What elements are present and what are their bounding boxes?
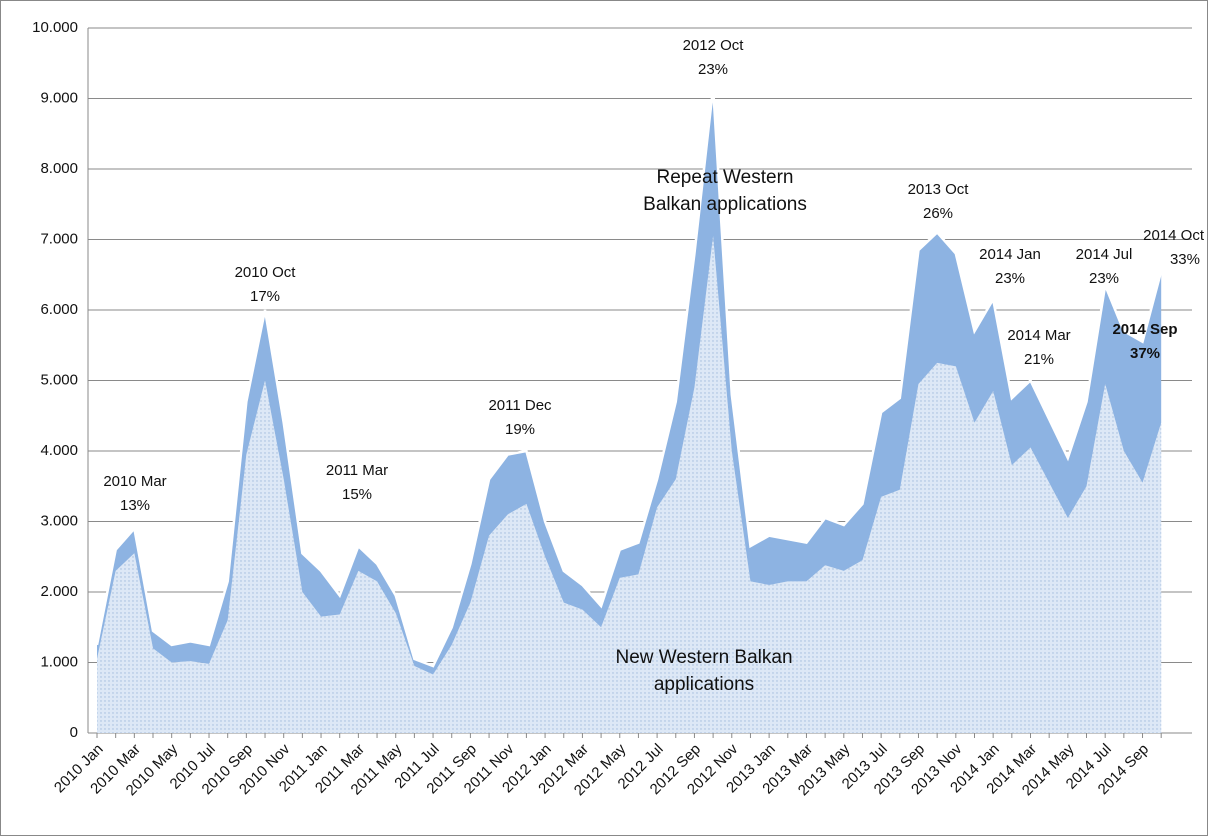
annotation: 33%	[1170, 251, 1200, 268]
series-label: applications	[654, 674, 754, 695]
y-tick-label: 6.000	[40, 301, 78, 318]
annotation: 13%	[120, 497, 150, 514]
annotation: 26%	[923, 205, 953, 222]
annotation: 23%	[698, 61, 728, 78]
annotation: 17%	[250, 288, 280, 305]
y-tick-label: 5.000	[40, 371, 78, 388]
annotation: 15%	[342, 486, 372, 503]
y-tick-label: 8.000	[40, 160, 78, 177]
area	[97, 87, 1162, 675]
annotation: 2014 Sep	[1112, 321, 1177, 338]
y-tick-label: 0	[70, 724, 78, 741]
annotation: 2014 Oct	[1143, 227, 1205, 244]
annotation: 23%	[995, 270, 1025, 287]
annotation: 2011 Dec	[488, 397, 552, 414]
annotation: 21%	[1024, 351, 1054, 368]
annotation: 2011 Mar	[326, 462, 388, 479]
y-tick-label: 1.000	[40, 653, 78, 670]
annotation: 2014 Mar	[1007, 327, 1070, 344]
y-tick-label: 9.000	[40, 89, 78, 106]
series-label: New Western Balkan	[615, 647, 792, 668]
annotation: 19%	[505, 421, 535, 438]
y-tick-label: 3.000	[40, 512, 78, 529]
annotation: 2010 Oct	[235, 264, 297, 281]
outline	[95, 87, 1163, 668]
annotation: 2010 Mar	[103, 473, 166, 490]
annotation: 2012 Oct	[683, 37, 745, 54]
series-label: Balkan applications	[643, 194, 807, 215]
annotation: 37%	[1130, 345, 1160, 362]
annotation: 2014 Jul	[1076, 246, 1133, 263]
area-texture	[97, 235, 1162, 733]
series-label: Repeat Western	[657, 167, 794, 188]
annotation: 23%	[1089, 270, 1119, 287]
y-tick-label: 4.000	[40, 442, 78, 459]
annotation: 2013 Oct	[908, 181, 970, 198]
y-tick-label: 7.000	[40, 230, 78, 247]
y-tick-label: 2.000	[40, 583, 78, 600]
y-tick-label: 10.000	[32, 19, 78, 36]
annotation: 2014 Jan	[979, 246, 1041, 263]
